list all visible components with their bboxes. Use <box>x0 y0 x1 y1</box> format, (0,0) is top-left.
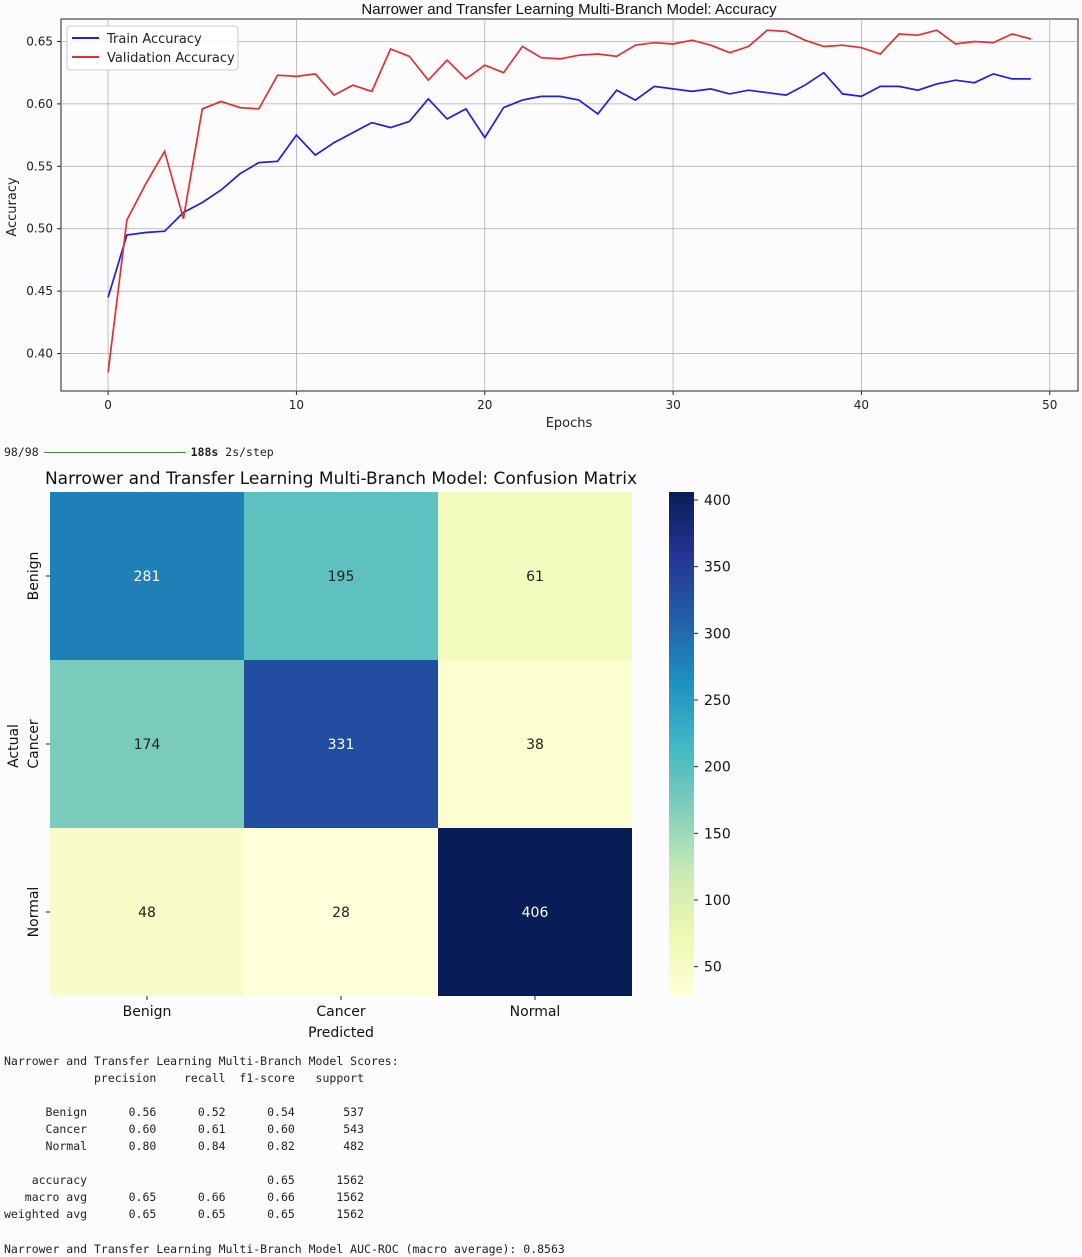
accuracy-plot-area <box>60 18 1079 392</box>
y-category-label: Cancer <box>26 719 42 769</box>
progress-step: 98/98 <box>4 445 39 459</box>
confusion-matrix-cells: 281 195 61 174 331 38 48 28 406 <box>50 492 632 996</box>
colorbar-tick-label: 250 <box>704 693 731 709</box>
heatmap-cell <box>50 492 244 660</box>
heatmap-cell-value: 38 <box>526 737 544 753</box>
accuracy-chart-title: Narrower and Transfer Learning Multi-Bra… <box>361 1 777 18</box>
report-header-row: precision recall f1-score support <box>94 1071 365 1085</box>
x-tick-label: 20 <box>477 398 492 412</box>
report-class-row: Normal 0.80 0.84 0.82 482 <box>45 1139 365 1153</box>
heatmap-cell <box>244 660 438 828</box>
colorbar-tick-label: 50 <box>704 960 722 976</box>
confusion-matrix-title: Narrower and Transfer Learning Multi-Bra… <box>45 469 637 489</box>
heatmap-cell-value: 48 <box>138 905 156 921</box>
heatmap-cell-value: 281 <box>134 569 161 585</box>
train-accuracy-line <box>107 71 1031 298</box>
accuracy-axis-ticks: 0 10 20 30 40 50 0.40 0.45 0.50 0.55 0.60 0.65 <box>26 34 1057 412</box>
y-category-label: Normal <box>26 887 42 938</box>
heatmap-cell-value: 406 <box>522 905 549 921</box>
progress-time: 188s <box>190 445 219 459</box>
x-category-label: Normal <box>510 1004 561 1020</box>
report-summary-row: accuracy 0.65 1562 <box>31 1173 365 1187</box>
accuracy-line-chart: Narrower and Transfer Learning Multi-Bra… <box>5 1 1079 431</box>
progress-rate: 2s/step <box>225 445 274 459</box>
legend-box <box>66 25 239 71</box>
x-category-label: Benign <box>123 1004 172 1020</box>
heatmap-cell-value: 331 <box>328 737 355 753</box>
heatmap-cell <box>438 828 632 996</box>
x-tick-label: 40 <box>854 398 869 412</box>
heatmap-cell <box>50 828 244 996</box>
confusion-x-axis-label: Predicted <box>308 1025 374 1041</box>
y-tick-label: 0.65 <box>26 34 53 48</box>
classification-report: Narrower and Transfer Learning Multi-Bra… <box>4 1053 399 1223</box>
progress-bar <box>43 452 186 453</box>
confusion-matrix-tick-labels: Benign Cancer Normal Benign Cancer Normal <box>26 552 560 1020</box>
heatmap-cell <box>244 492 438 660</box>
x-tick-label: 30 <box>665 398 680 412</box>
y-tick-label: 0.60 <box>26 97 53 111</box>
colorbar-tick-label: 100 <box>704 893 731 909</box>
x-category-label: Cancer <box>316 1004 366 1020</box>
heatmap-cell-value: 174 <box>134 737 161 753</box>
confusion-matrix-heatmap: Narrower and Transfer Learning Multi-Bra… <box>6 469 731 1041</box>
accuracy-x-axis-label: Epochs <box>546 416 593 431</box>
report-class-row: Cancer 0.60 0.61 0.60 543 <box>45 1122 365 1136</box>
colorbar-tick-label: 150 <box>704 826 731 842</box>
accuracy-legend: Train Accuracy Validation Accuracy <box>66 25 239 71</box>
y-category-label: Benign <box>26 552 42 601</box>
report-summary-row: macro avg 0.65 0.66 0.66 1562 <box>24 1190 365 1204</box>
heatmap-cell-value: 61 <box>526 569 544 585</box>
accuracy-series-lines <box>107 29 1032 373</box>
heatmap-cell <box>50 660 244 828</box>
colorbar-tick-label: 400 <box>704 493 731 509</box>
y-tick-label: 0.40 <box>26 347 53 361</box>
y-tick-label: 0.45 <box>26 284 53 298</box>
heatmap-cell-value: 28 <box>332 905 350 921</box>
validation-accuracy-line <box>107 29 1032 373</box>
accuracy-y-axis-label: Accuracy <box>5 177 20 237</box>
legend-label-train: Train Accuracy <box>106 32 202 47</box>
auc-roc-line: Narrower and Transfer Learning Multi-Bra… <box>4 1242 565 1256</box>
confusion-y-axis-label: Actual <box>6 724 22 768</box>
x-tick-label: 10 <box>289 398 304 412</box>
y-tick-label: 0.50 <box>26 222 53 236</box>
x-tick-label: 50 <box>1042 398 1057 412</box>
colorbar-tick-label: 300 <box>704 626 731 642</box>
heatmap-cell <box>438 492 632 660</box>
y-tick-label: 0.55 <box>26 159 53 173</box>
legend-label-validation: Validation Accuracy <box>107 51 235 66</box>
report-class-row: Benign 0.56 0.52 0.54 537 <box>45 1105 365 1119</box>
heatmap-cell-value: 195 <box>328 569 355 585</box>
colorbar-ticks: 50 100 150 200 250 300 350 400 <box>694 493 731 976</box>
heatmap-cell <box>438 660 632 828</box>
colorbar <box>669 492 694 996</box>
heatmap-cell <box>244 828 438 996</box>
report-summary-row: weighted avg 0.65 0.65 0.65 1562 <box>4 1207 365 1221</box>
x-tick-label: 0 <box>104 398 112 412</box>
report-title: Narrower and Transfer Learning Multi-Bra… <box>4 1054 399 1068</box>
colorbar-tick-label: 350 <box>704 560 731 576</box>
training-progress: 98/98 188s 2s/step <box>4 444 274 460</box>
colorbar-tick-label: 200 <box>704 760 731 776</box>
